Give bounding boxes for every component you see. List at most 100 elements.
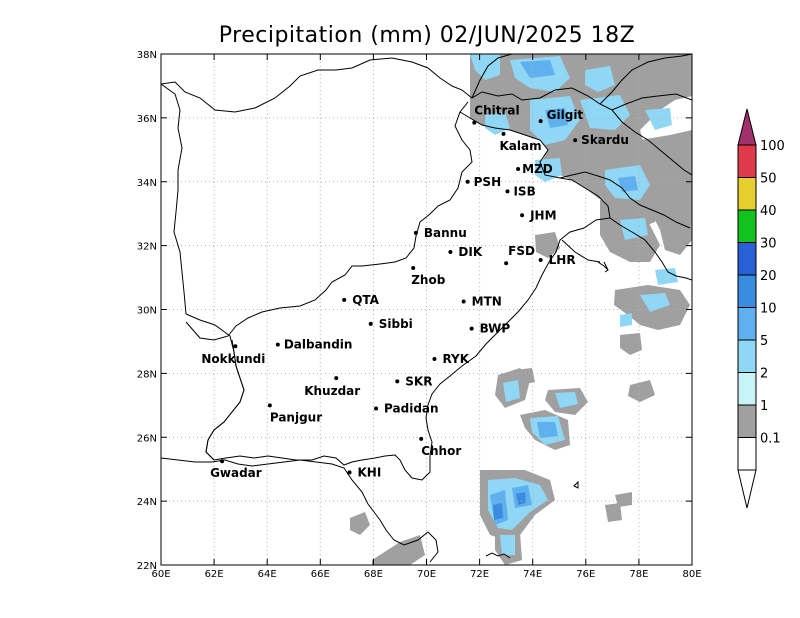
city-marker [538, 257, 543, 262]
city-marker [220, 459, 225, 464]
legend-top-triangle [737, 108, 757, 146]
legend-swatch [737, 372, 757, 406]
legend-label: 5 [760, 334, 768, 349]
legend-label: 30 [760, 237, 777, 252]
coastline [161, 457, 439, 563]
legend-swatch [737, 437, 757, 471]
precip-light-india-2 [620, 313, 632, 327]
legend-label: 10 [760, 302, 777, 317]
x-tick-label: 70E [417, 569, 436, 580]
city-label: FSD [508, 244, 535, 258]
city-label: MTN [472, 295, 502, 309]
x-tick-label: 74E [523, 569, 542, 580]
city-marker [516, 166, 521, 171]
city-marker [573, 138, 578, 143]
y-tick-label: 24N [137, 497, 157, 508]
city-marker [275, 342, 280, 347]
iran-pak-border [185, 313, 245, 461]
city-marker [538, 119, 543, 124]
city-marker [347, 470, 352, 475]
boundaries [161, 54, 692, 563]
x-tick-label: 60E [151, 569, 170, 580]
city-label: Sibbi [379, 317, 413, 331]
precip-area-india-5 [615, 492, 632, 507]
precip-area-coast [372, 535, 425, 565]
y-tick-label: 22N [137, 561, 157, 572]
small-island [573, 480, 579, 489]
y-tick-label: 28N [137, 369, 157, 380]
city-marker [395, 379, 400, 384]
city-label: KHI [358, 465, 382, 479]
y-tick-label: 38N [137, 50, 157, 61]
grid-lines [161, 54, 692, 565]
precip-light-north-3 [585, 66, 615, 92]
legend-swatch [737, 242, 757, 276]
city-label: Zhob [411, 273, 445, 287]
legend-swatch [737, 307, 757, 341]
city-label: Nokkundi [201, 352, 265, 366]
x-tick-label: 78E [629, 569, 648, 580]
legend-swatch [737, 339, 757, 373]
china-border [599, 54, 692, 105]
legend-label: 1 [760, 399, 768, 414]
x-tick-label: 68E [364, 569, 383, 580]
city-marker [448, 250, 453, 255]
legend-label: 20 [760, 269, 777, 284]
kashmir-border [559, 109, 692, 229]
y-tick-label: 26N [137, 433, 157, 444]
legend-swatch [737, 209, 757, 243]
city-marker [469, 326, 474, 331]
axis-ticks: 60E 62E 64E 66E 68E 70E 72E 74E 76E 78E 80E 38N 36N 3… [137, 50, 702, 580]
precip-light-kutch-2 [500, 535, 515, 555]
legend-swatch [737, 144, 757, 178]
y-tick-label: 30N [137, 306, 157, 317]
city-label: MZD [522, 162, 553, 176]
precip-mod-gilgit [545, 108, 568, 128]
color-legend: 100 50 40 30 20 10 5 2 1 0.1 [737, 108, 785, 509]
city-label: Skardu [581, 133, 629, 147]
precip-heavy-kutch-2 [516, 492, 526, 505]
city-label: BWP [480, 322, 511, 336]
city-marker [334, 376, 339, 381]
precip-area-india-2 [620, 333, 642, 355]
city-label: QTA [352, 293, 379, 307]
city-marker [267, 403, 272, 408]
precip-light-sindh-2 [555, 392, 578, 408]
precip-light-mzd [535, 158, 562, 182]
x-tick-label: 80E [682, 569, 701, 580]
precip-light-east-4 [655, 268, 678, 285]
precip-light-skardu [580, 95, 630, 130]
x-tick-label: 64E [258, 569, 277, 580]
city-label: PSH [474, 175, 501, 189]
precip-area-karachi [350, 512, 370, 535]
city-label: Padidan [384, 402, 439, 416]
x-tick-label: 76E [576, 569, 595, 580]
precip-mod-sindh [537, 422, 558, 438]
city-label: LHR [549, 253, 576, 267]
city-marker [461, 299, 466, 304]
city-label: Dalbandin [284, 338, 353, 352]
city-marker [472, 120, 477, 125]
precip-mod-east [618, 176, 638, 192]
island-outline [485, 552, 511, 559]
map-title: Precipitation (mm) 02/JUN/2025 18Z [219, 23, 635, 48]
city-marker [342, 297, 347, 302]
x-tick-label: 66E [311, 569, 330, 580]
city-markers: Chitral Gilgit Kalam Skardu MZD PSH ISB JHM Bann… [201, 104, 629, 481]
legend-swatch [737, 177, 757, 211]
precip-mod-north-1 [520, 60, 555, 78]
precip-heavy-kutch [493, 503, 503, 520]
city-marker [432, 357, 437, 362]
precip-light-north-1 [470, 54, 500, 80]
precipitation-shading [350, 54, 692, 565]
city-label: JHM [529, 208, 556, 222]
precip-light-east-2 [645, 108, 672, 130]
pakistan-border [185, 87, 692, 481]
city-label: Chitral [474, 104, 519, 118]
city-label: Panjgur [270, 410, 322, 424]
legend-label: 100 [760, 139, 785, 154]
precip-light-india-1 [640, 293, 670, 312]
precip-area-lhr [535, 232, 560, 258]
